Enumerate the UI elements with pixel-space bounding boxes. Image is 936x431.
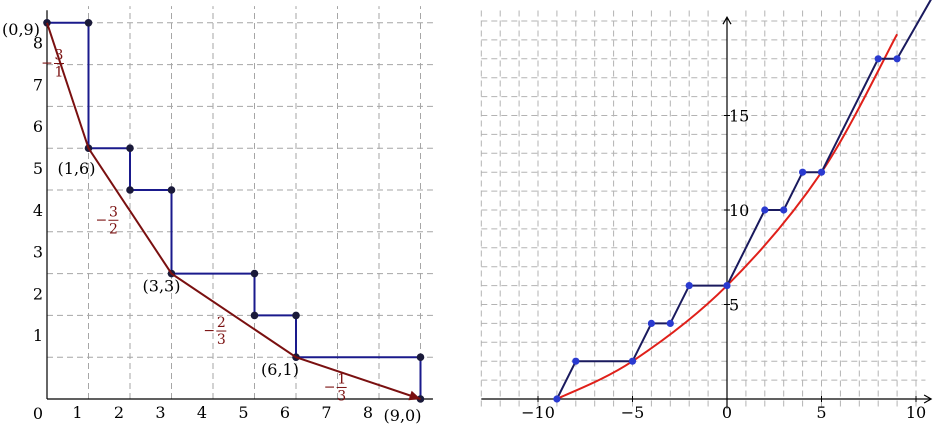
convex-curve <box>556 33 898 400</box>
staircase-point <box>666 319 674 327</box>
y-tick-label: 1 <box>33 326 43 345</box>
x-axis-arrow <box>923 394 933 404</box>
staircase-point <box>893 55 901 63</box>
x-tick-label: 8 <box>363 403 373 422</box>
staircase-point <box>799 168 807 176</box>
staircase-point <box>126 186 134 194</box>
staircase-path <box>556 0 932 400</box>
vertex-label: (6,1) <box>261 360 299 379</box>
x-tick-label: 1 <box>72 403 82 422</box>
staircase-point <box>84 19 93 27</box>
staircase-point <box>572 357 580 365</box>
slope-label: −23 <box>203 315 227 348</box>
slope-label: −31 <box>41 48 64 81</box>
staircase-point <box>553 395 561 403</box>
y-tick-label: 2 <box>33 284 43 303</box>
left-plot: 1 2 3 4 5 6 7 8012345678(0,9)(1,6)(3,3)(6,1)(9,… <box>2 6 433 425</box>
staircase-point <box>723 282 731 290</box>
slope-sign: − <box>203 323 215 339</box>
staircase-point <box>416 353 425 362</box>
slope-sign: − <box>96 212 108 228</box>
y-tick-label: 4 <box>33 201 43 220</box>
staircase-point <box>761 206 769 214</box>
slope-denominator: 1 <box>55 65 64 81</box>
x-tick-label: 0 <box>722 403 732 422</box>
slope-numerator: 2 <box>217 315 226 331</box>
staircase-point <box>628 357 637 365</box>
staircase-point <box>292 311 300 320</box>
y-tick-label: 10 <box>729 201 749 220</box>
slope-numerator: 3 <box>55 48 64 64</box>
slope-numerator: 1 <box>337 371 346 387</box>
staircase-point <box>250 269 259 278</box>
x-tick-label: 4 <box>197 403 207 422</box>
x-tick-label: 5 <box>816 403 826 422</box>
staircase-point <box>685 282 693 290</box>
y-tick-label: 0 <box>33 404 43 423</box>
vertex-label: (9,0) <box>384 406 422 425</box>
vertex-label: (0,9) <box>2 20 40 39</box>
x-tick-label: 5 <box>238 403 248 422</box>
y-tick-label: 3 <box>33 243 43 262</box>
slope-sign: − <box>41 56 53 72</box>
staircase-point <box>250 311 259 320</box>
slope-denominator: 2 <box>109 221 118 237</box>
staircase-point <box>780 206 788 214</box>
y-tick-label: 5 <box>729 296 739 315</box>
x-tick-label: 7 <box>321 403 331 422</box>
slope-denominator: 3 <box>217 332 226 348</box>
y-tick-label: 6 <box>33 117 43 136</box>
slope-label: −13 <box>324 371 347 404</box>
x-tick-label: 6 <box>280 403 290 422</box>
envelope-arrowhead <box>408 390 421 401</box>
right-plot: −10 −5 0 5 10 5 10 15 <box>480 0 933 422</box>
x-tick-label: 2 <box>114 403 124 422</box>
slope-sign: − <box>324 379 336 395</box>
x-tick-label: 10 <box>906 403 926 422</box>
slope-numerator: 3 <box>109 204 118 220</box>
vertex-label: (1,6) <box>58 159 96 178</box>
slope-denominator: 3 <box>337 388 346 404</box>
staircase-point <box>874 55 882 63</box>
y-tick-label: 5 <box>33 159 43 178</box>
staircase-point <box>126 144 134 152</box>
vertex-label: (3,3) <box>143 277 181 296</box>
envelope-path <box>46 22 421 400</box>
staircase-point <box>817 168 826 176</box>
y-axis-arrow <box>722 16 732 25</box>
staircase-point <box>167 186 176 194</box>
y-tick-label: 15 <box>729 107 749 126</box>
x-tick-label: −5 <box>621 403 645 422</box>
y-tick-label: 7 <box>33 75 43 94</box>
slope-label: −32 <box>96 204 119 237</box>
staircase-point <box>647 319 656 327</box>
y-tick-label: 8 <box>33 34 43 53</box>
x-tick-label: 3 <box>155 403 165 422</box>
staircase-path <box>47 21 422 399</box>
x-tick-label: −10 <box>521 403 555 422</box>
